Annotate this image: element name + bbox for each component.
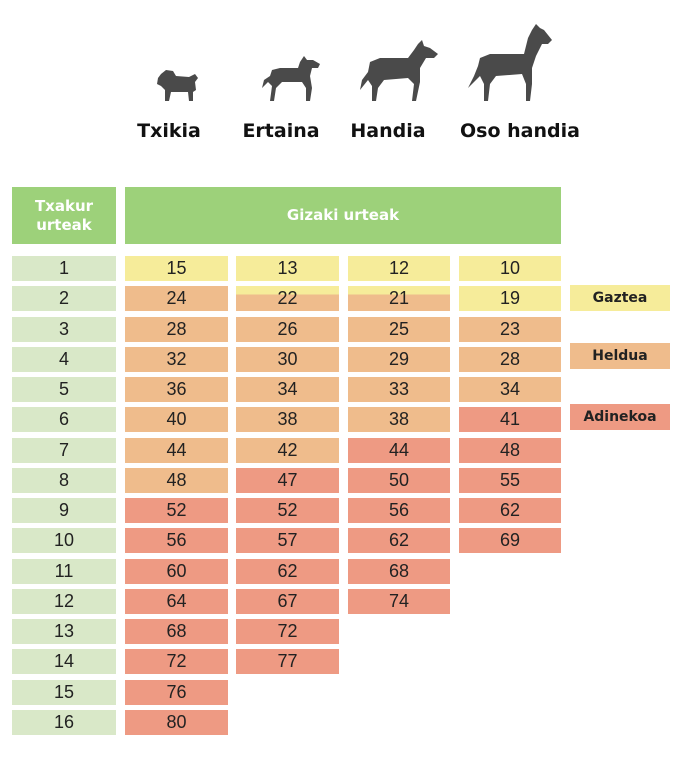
human-year-cell: 32 — [125, 346, 228, 372]
dog-year-cell: 6 — [12, 407, 116, 433]
dog-year-cell: 14 — [12, 649, 116, 675]
legend-item-adinekoa: Adinekoa — [570, 404, 670, 430]
dog-year-cell: 5 — [12, 377, 116, 402]
human-year-cell: 48 — [459, 437, 561, 463]
size-label-large: Handia — [350, 120, 426, 142]
human-year-cell: 52 — [236, 498, 339, 523]
pug-icon — [155, 68, 201, 102]
human-years-header-label: Gizaki urteak — [286, 206, 400, 224]
human-year-cell: 62 — [459, 498, 561, 523]
human-year-cell: 15 — [125, 256, 228, 281]
human-year-cell: 52 — [125, 498, 228, 523]
dog-year-cell: 16 — [12, 709, 116, 735]
human-year-cell: 22 — [236, 286, 339, 312]
human-year-cell: 76 — [125, 679, 228, 705]
human-year-cell: 47 — [236, 467, 339, 493]
human-year-cell: 24 — [125, 286, 228, 312]
human-years-header: Gizaki urteak — [125, 187, 561, 244]
human-year-cell: 67 — [236, 588, 339, 614]
human-year-cell: 41 — [459, 407, 561, 433]
human-year-cell: 34 — [459, 377, 561, 402]
human-year-cell: 21 — [348, 286, 450, 312]
dog-year-cell: 15 — [12, 679, 116, 705]
medium-dog-icon — [260, 54, 322, 102]
dog-year-cell: 13 — [12, 619, 116, 644]
dog-year-cell: 11 — [12, 558, 116, 584]
human-year-cell: 55 — [459, 467, 561, 493]
human-year-cell: 64 — [125, 588, 228, 614]
human-year-cell: 29 — [348, 346, 450, 372]
human-year-cell: 68 — [125, 619, 228, 644]
human-year-cell: 13 — [236, 256, 339, 281]
human-year-cell: 36 — [125, 377, 228, 402]
dog-year-cell: 2 — [12, 286, 116, 312]
human-year-cell: 26 — [236, 316, 339, 342]
human-year-cell: 33 — [348, 377, 450, 402]
human-year-cell: 42 — [236, 437, 339, 463]
size-label-small: Txikia — [137, 120, 201, 142]
dog-year-cell: 3 — [12, 316, 116, 342]
dog-year-cell: 8 — [12, 467, 116, 493]
human-year-cell: 38 — [236, 407, 339, 433]
dog-years-header-label: Txakur urteak — [34, 196, 94, 234]
human-year-cell: 28 — [125, 316, 228, 342]
legend-item-heldua: Heldua — [570, 343, 670, 369]
dog-year-cell: 10 — [12, 528, 116, 554]
dog-year-cell: 12 — [12, 588, 116, 614]
human-year-cell: 68 — [348, 558, 450, 584]
human-year-cell: 60 — [125, 558, 228, 584]
human-year-cell: 28 — [459, 346, 561, 372]
dog-year-cell: 4 — [12, 346, 116, 372]
human-year-cell: 19 — [459, 286, 561, 312]
human-year-cell: 80 — [125, 709, 228, 735]
dog-year-cell: 9 — [12, 498, 116, 523]
size-label-medium: Ertaina — [242, 120, 320, 142]
dog-year-cell: 7 — [12, 437, 116, 463]
human-year-cell: 62 — [236, 558, 339, 584]
dog-years-header: Txakur urteak — [12, 187, 116, 244]
human-year-cell: 57 — [236, 528, 339, 554]
human-year-cell: 12 — [348, 256, 450, 281]
human-year-cell: 62 — [348, 528, 450, 554]
dog-size-header: Txikia Ertaina Handia Oso handia — [0, 0, 681, 160]
human-year-cell: 25 — [348, 316, 450, 342]
human-year-cell: 44 — [125, 437, 228, 463]
human-year-cell: 56 — [348, 498, 450, 523]
human-year-cell: 72 — [236, 619, 339, 644]
human-year-cell: 56 — [125, 528, 228, 554]
human-year-cell: 38 — [348, 407, 450, 433]
human-year-cell: 34 — [236, 377, 339, 402]
size-label-extra-large: Oso handia — [460, 120, 580, 142]
human-year-cell: 69 — [459, 528, 561, 554]
human-year-cell: 77 — [236, 649, 339, 675]
human-year-cell: 40 — [125, 407, 228, 433]
human-year-cell: 23 — [459, 316, 561, 342]
human-year-cell: 44 — [348, 437, 450, 463]
large-dog-icon — [358, 40, 440, 102]
human-year-cell: 30 — [236, 346, 339, 372]
human-year-cell: 72 — [125, 649, 228, 675]
human-year-cell: 50 — [348, 467, 450, 493]
dog-year-cell: 1 — [12, 256, 116, 281]
human-year-cell: 10 — [459, 256, 561, 281]
legend-item-gaztea: Gaztea — [570, 285, 670, 311]
great-dane-icon — [466, 24, 552, 102]
human-year-cell: 48 — [125, 467, 228, 493]
human-year-cell: 74 — [348, 588, 450, 614]
